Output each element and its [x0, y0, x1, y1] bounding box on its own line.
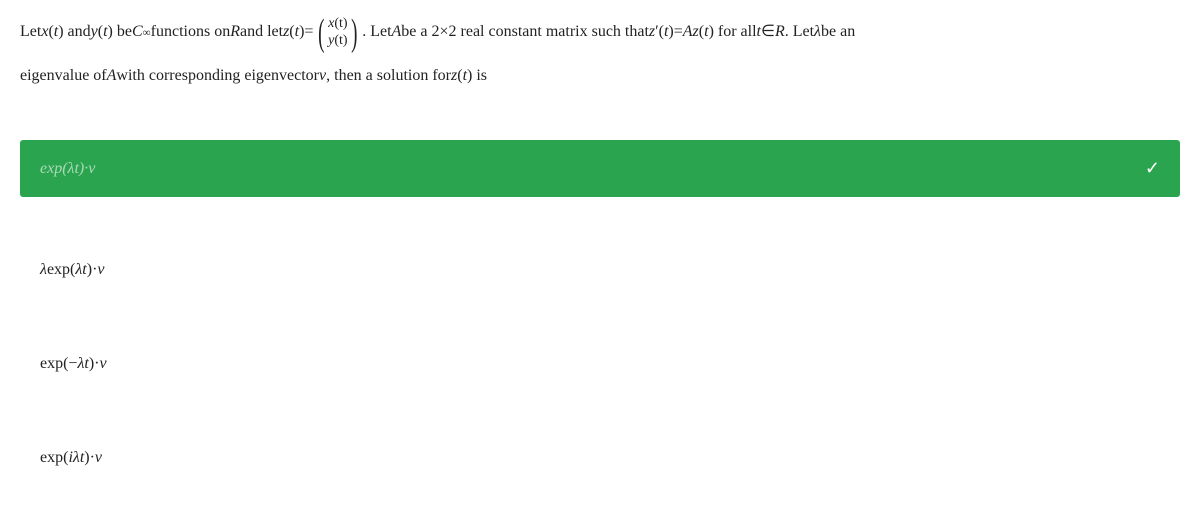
q-text: with corresponding eigenvector: [116, 62, 319, 91]
answer-part: )·: [87, 261, 98, 278]
question-text: Let x ( t ) and y ( t ) be C ∞ functions…: [20, 16, 1180, 90]
answer-part: exp(−: [40, 355, 77, 372]
q-text: ∈: [761, 18, 775, 47]
q-var: v: [319, 62, 326, 91]
answer-part: v: [97, 261, 104, 278]
answer-part: λt: [77, 355, 88, 372]
matrix: ( x(t) y(t) ): [315, 16, 360, 50]
answer-part: )·: [89, 355, 100, 372]
q-text: . Let: [785, 18, 814, 47]
q-sup: ∞: [143, 23, 151, 43]
q-var: A: [107, 62, 117, 91]
q-var: λ: [814, 18, 821, 47]
q-text: , then a solution for: [326, 62, 451, 91]
answer-option-correct[interactable]: exp(λt)·v ✓: [20, 140, 1180, 197]
matrix-cell: (t): [334, 16, 347, 31]
q-text: )=: [299, 18, 313, 47]
paren-right: ): [351, 18, 357, 48]
answer-part: exp(: [40, 449, 68, 466]
q-var: Az: [683, 18, 699, 47]
q-var: x: [41, 18, 48, 47]
answer-option[interactable]: exp(iλt)·v: [20, 431, 1180, 485]
q-text: functions on: [151, 18, 231, 47]
answer-option[interactable]: λexp(λt)·v: [20, 243, 1180, 297]
q-text: Let: [20, 18, 41, 47]
paren-left: (: [319, 18, 325, 48]
q-text: ) for all: [709, 18, 757, 47]
answer-part: exp(: [47, 261, 75, 278]
answer-part: iλt: [68, 449, 84, 466]
q-text: ) be: [108, 18, 132, 47]
matrix-row: x(t): [328, 16, 347, 33]
answer-part: )·: [84, 449, 95, 466]
q-var: R: [230, 18, 240, 47]
q-text: be an: [821, 18, 855, 47]
q-var: y: [91, 18, 98, 47]
q-var: R: [775, 18, 785, 47]
answer-option[interactable]: exp(−λt)·v: [20, 337, 1180, 391]
matrix-cell: (t): [334, 33, 347, 48]
checkmark-icon: ✓: [1145, 158, 1160, 179]
q-text: . Let: [362, 18, 391, 47]
q-text: and let: [240, 18, 283, 47]
answer-part: λ: [40, 261, 47, 278]
matrix-column: x(t) y(t): [328, 16, 347, 50]
q-text: be a 2×2 real constant matrix such that: [401, 18, 649, 47]
question-line-1: Let x ( t ) and y ( t ) be C ∞ functions…: [20, 16, 1180, 50]
question-line-2: eigenvalue of A with corresponding eigen…: [20, 62, 1180, 91]
q-var: C: [132, 18, 143, 47]
answer-part: v: [95, 449, 102, 466]
q-text: ) and: [58, 18, 90, 47]
answer-part: λt: [75, 261, 86, 278]
q-text: eigenvalue of: [20, 62, 107, 91]
answer-part: v: [99, 355, 106, 372]
answer-list: exp(λt)·v ✓ λexp(λt)·v exp(−λt)·v exp(iλ…: [20, 140, 1180, 485]
q-text: ) is: [467, 62, 487, 91]
answer-text: exp(λt)·v: [40, 160, 95, 178]
q-text: )=: [668, 18, 682, 47]
matrix-row: y(t): [328, 33, 347, 50]
q-var: A: [392, 18, 402, 47]
